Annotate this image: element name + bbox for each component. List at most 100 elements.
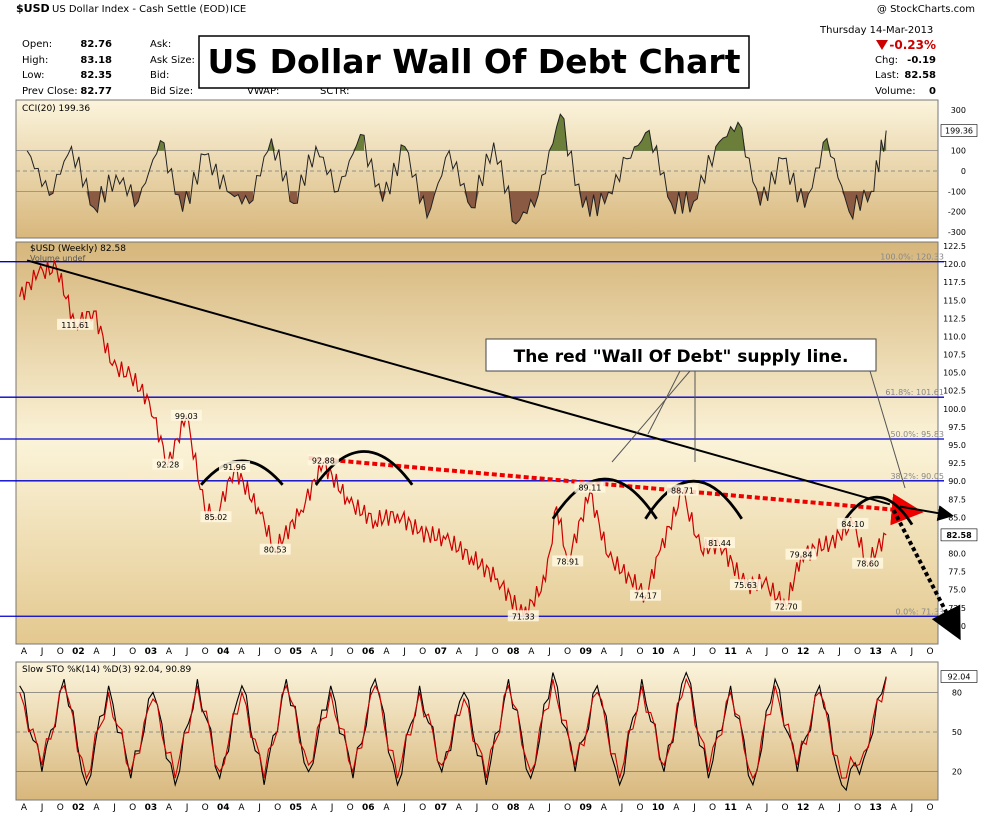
x-tick-mid: O xyxy=(202,647,209,657)
x-tick-mid: 07 xyxy=(434,647,447,657)
price-y-tick: 77.5 xyxy=(948,568,966,577)
cci-last-value: 199.36 xyxy=(945,127,973,136)
price-annotation: 88.71 xyxy=(671,487,694,496)
price-last-value: 82.58 xyxy=(946,531,972,540)
price-annotation: 92.88 xyxy=(312,456,335,465)
price-annotation: 72.70 xyxy=(775,602,798,611)
x-tick-bottom: A xyxy=(601,803,608,813)
x-tick-mid: A xyxy=(818,647,825,657)
wall-of-debt-line xyxy=(308,456,924,526)
x-tick-mid: A xyxy=(311,647,318,657)
price-annotation: 81.44 xyxy=(708,539,731,548)
x-tick-mid: A xyxy=(383,647,390,657)
price-y-tick: 97.5 xyxy=(948,423,966,432)
symbol: $USD xyxy=(16,2,50,15)
bid-size-label: Bid Size: xyxy=(150,86,193,97)
price-y-tick: 112.5 xyxy=(943,314,966,323)
x-tick-bottom: 11 xyxy=(724,803,737,813)
price-y-tick: 100.0 xyxy=(943,405,966,414)
price-annotation-bg xyxy=(152,458,184,470)
x-tick-mid: O xyxy=(709,647,716,657)
sto-panel xyxy=(15,661,939,801)
x-tick-mid: 06 xyxy=(362,647,375,657)
x-tick-bottom: O xyxy=(129,803,136,813)
x-tick-mid: O xyxy=(419,647,426,657)
callout-pointer-2 xyxy=(647,370,681,435)
price-legend: $USD (Weekly) 82.58 xyxy=(30,244,126,254)
down-triangle-icon xyxy=(876,40,888,50)
x-tick-mid: 10 xyxy=(652,647,665,657)
x-tick-bottom: 08 xyxy=(507,803,520,813)
x-tick-mid: 02 xyxy=(72,647,85,657)
price-annotation: 75.63 xyxy=(734,581,757,590)
price-annotation: 78.60 xyxy=(856,560,879,569)
x-tick-mid: 12 xyxy=(797,647,810,657)
fib-label: 50.0%: 95.83 xyxy=(890,430,944,439)
x-tick-mid: J xyxy=(620,647,624,657)
x-tick-bottom: O xyxy=(637,803,644,813)
x-tick-mid: A xyxy=(21,647,28,657)
x-tick-mid: A xyxy=(891,647,898,657)
x-tick-mid: 05 xyxy=(290,647,303,657)
price-panel xyxy=(15,241,939,645)
price-y-tick: 85.0 xyxy=(948,513,966,522)
cci-panel xyxy=(15,99,939,239)
price-y-tick: 107.5 xyxy=(943,351,966,360)
x-tick-mid: J xyxy=(112,647,116,657)
price-annotation-bg xyxy=(57,318,94,330)
sto-legend: Slow STO %K(14) %D(3) 92.04, 90.89 xyxy=(22,665,192,675)
trend-extension-arrow xyxy=(899,505,954,522)
long-trend-line xyxy=(26,259,891,506)
fib-label: 0.0%: 71.33 xyxy=(896,607,944,616)
x-tick-bottom: J xyxy=(475,803,479,813)
x-tick-bottom: 04 xyxy=(217,803,230,813)
price-annotation: 111.61 xyxy=(61,321,89,330)
price-annotation: 85.02 xyxy=(204,513,227,522)
price-last-value-box xyxy=(940,528,978,542)
x-tick-bottom: J xyxy=(692,803,696,813)
bid-label: Bid: xyxy=(150,70,169,81)
cci-y-tick: 300 xyxy=(951,106,966,115)
x-tick-bottom: A xyxy=(528,803,535,813)
projected-drop-arrow xyxy=(891,509,961,641)
x-tick-mid: J xyxy=(910,647,914,657)
x-tick-bottom: J xyxy=(330,803,334,813)
fib-label: 61.8%: 101.61 xyxy=(885,388,944,397)
price-y-tick: 72.5 xyxy=(948,604,966,613)
price-annotation-bg xyxy=(729,579,761,591)
x-tick-bottom: J xyxy=(765,803,769,813)
open-label: Open: xyxy=(22,39,52,50)
x-tick-mid: A xyxy=(673,647,680,657)
exchange: ICE xyxy=(230,4,246,15)
x-tick-mid: O xyxy=(854,647,861,657)
callout: The red "Wall Of Debt" supply line. xyxy=(485,338,906,489)
top-arc xyxy=(314,450,414,486)
cci-y-tick: -100 xyxy=(948,187,966,196)
last-label: Last: xyxy=(875,70,899,81)
x-tick-bottom: A xyxy=(818,803,825,813)
x-tick-bottom: O xyxy=(57,803,64,813)
price-y-tick: 122.5 xyxy=(943,242,966,251)
x-tick-bottom: A xyxy=(456,803,463,813)
x-tick-bottom: A xyxy=(383,803,390,813)
cci-positive-fill xyxy=(156,114,887,151)
cci-negative-fill xyxy=(49,191,874,224)
prev-close-value: 82.77 xyxy=(80,86,112,97)
x-tick-mid: O xyxy=(564,647,571,657)
cci-y-tick: -300 xyxy=(948,228,966,237)
x-tick-bottom: 12 xyxy=(797,803,810,813)
price-y-tick: 87.5 xyxy=(948,495,966,504)
x-tick-mid: A xyxy=(456,647,463,657)
price-annotation-bg xyxy=(507,610,539,622)
x-tick-bottom: J xyxy=(112,803,116,813)
sto-group: 80 50 20 92.04 xyxy=(16,670,978,792)
volume-value: 0 xyxy=(929,86,936,97)
credit: @ StockCharts.com xyxy=(877,4,975,15)
price-annotation-bg xyxy=(770,600,802,612)
price-y-tick: 75.0 xyxy=(948,586,966,595)
x-tick-mid: J xyxy=(40,647,44,657)
price-y-tick: 120.0 xyxy=(943,260,966,269)
callout-text: The red "Wall Of Debt" supply line. xyxy=(514,347,849,367)
x-tick-mid: O xyxy=(347,647,354,657)
top-arc xyxy=(551,477,658,520)
